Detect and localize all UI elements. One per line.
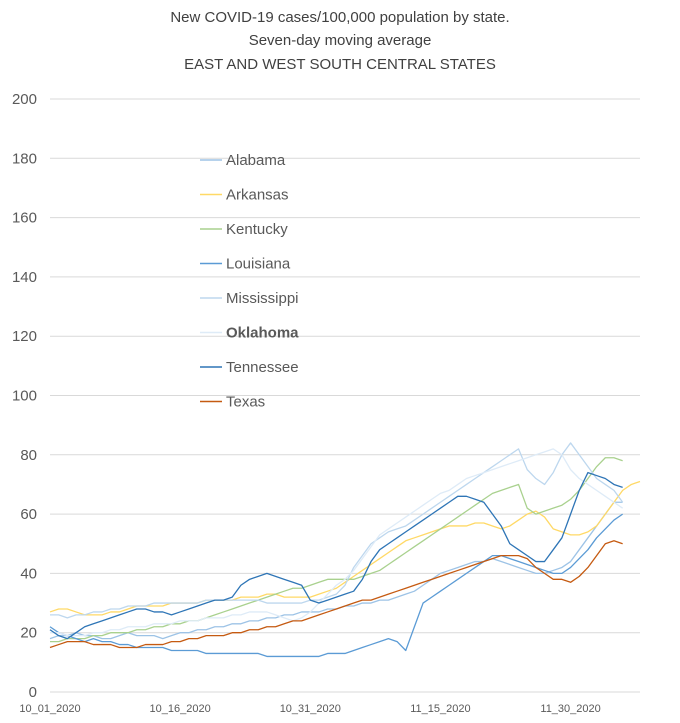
x-tick-label: 10_01_2020: [19, 703, 80, 715]
y-tick-label: 40: [20, 565, 37, 582]
x-tick-label: 10_16_2020: [150, 703, 211, 715]
y-tick-label: 60: [20, 506, 37, 523]
y-tick-label: 180: [12, 150, 37, 167]
title-line-2: Seven-day moving average: [249, 32, 432, 49]
series-line-tennessee: [49, 471, 623, 640]
legend: Alabama Arkansas Kentucky Louisiana Mississi…: [200, 152, 299, 411]
y-tick-label: 160: [12, 210, 37, 227]
legend-item-tennessee: Tennessee: [200, 359, 299, 376]
series-line-arkansas: [49, 480, 641, 616]
legend-label: Arkansas: [226, 187, 289, 204]
legend-label: Alabama: [226, 152, 286, 169]
y-tick-label: 100: [12, 388, 37, 405]
legend-item-oklahoma: Oklahoma: [200, 325, 299, 342]
chart-title: New COVID-19 cases/100,000 population by…: [170, 9, 509, 73]
legend-item-kentucky: Kentucky: [200, 221, 288, 238]
y-tick-label: 20: [20, 625, 37, 642]
grid: [50, 98, 640, 693]
series-lines: [49, 442, 641, 658]
x-axis: 10_01_2020 10_16_2020 10_31_2020 11_15_2020…: [19, 703, 600, 715]
legend-item-louisiana: Louisiana: [200, 256, 291, 273]
legend-label: Kentucky: [226, 221, 288, 238]
legend-item-mississippi: Mississippi: [200, 290, 299, 307]
series-line-texas: [49, 540, 623, 649]
legend-label: Tennessee: [226, 359, 299, 376]
legend-item-texas: Texas: [200, 394, 265, 411]
y-tick-label: 80: [20, 447, 37, 464]
y-tick-label: 0: [29, 684, 37, 701]
legend-item-arkansas: Arkansas: [200, 187, 289, 204]
y-tick-label: 140: [12, 269, 37, 286]
series-line-alabama: [49, 501, 623, 640]
series-line-oklahoma: [50, 448, 624, 637]
series-line-kentucky: [50, 457, 623, 643]
legend-label: Louisiana: [226, 256, 291, 273]
legend-label: Mississippi: [226, 290, 299, 307]
legend-label: Oklahoma: [226, 325, 299, 342]
legend-item-alabama: Alabama: [200, 152, 286, 169]
y-tick-label: 200: [12, 91, 37, 108]
x-tick-label: 11_30_2020: [540, 703, 600, 715]
title-line-1: New COVID-19 cases/100,000 population by…: [170, 9, 509, 26]
series-line-mississippi: [50, 442, 624, 619]
title-line-3: EAST AND WEST SOUTH CENTRAL STATES: [184, 56, 496, 73]
y-tick-label: 120: [12, 328, 37, 345]
x-tick-label: 11_15_2020: [410, 703, 470, 715]
x-tick-label: 10_31_2020: [280, 703, 341, 715]
series-line-louisiana: [49, 513, 624, 658]
legend-label: Texas: [226, 394, 265, 411]
y-axis: 0 20 40 60 80 100 120 140 160 180 200: [12, 91, 37, 701]
